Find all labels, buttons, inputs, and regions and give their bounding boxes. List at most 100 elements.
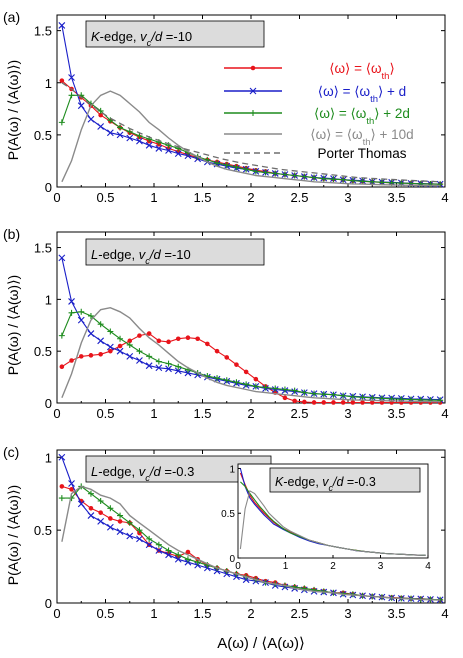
inset-x-tick-label: 1 xyxy=(283,561,289,572)
y-axis-label-a: P(A(ω) / ⟨A(ω)⟩) xyxy=(5,60,21,160)
inset-x-tick-label: 3 xyxy=(378,561,384,572)
legend-label-sub: th xyxy=(363,137,371,148)
annotation-text-part: K xyxy=(91,29,101,44)
data-point xyxy=(107,328,114,335)
data-point xyxy=(98,351,103,357)
data-point xyxy=(243,166,250,173)
data-point xyxy=(165,551,172,559)
data-point xyxy=(87,330,95,337)
y-tick-label: 0.5 xyxy=(34,128,52,143)
series-line xyxy=(61,90,441,187)
legend-label-sub: th xyxy=(370,94,378,105)
annotation-text: L-edge, vc/d =-10 xyxy=(91,247,191,266)
data-point xyxy=(175,363,182,370)
annotation-text-part: v xyxy=(140,29,148,44)
x-tick-label: 1 xyxy=(150,606,157,621)
data-point xyxy=(184,556,191,563)
legend-label: ⟨ω⟩ = ⟨ωth⟩ + 10d xyxy=(310,127,413,148)
data-point xyxy=(320,391,327,398)
data-point xyxy=(136,357,143,364)
x-tick-label: 1 xyxy=(150,190,157,205)
x-tick-label: 3.5 xyxy=(387,190,405,205)
y-tick-label: 0.5 xyxy=(34,344,52,359)
x-tick-label: 3 xyxy=(344,406,351,421)
data-point xyxy=(185,335,191,341)
data-point xyxy=(107,505,114,512)
data-point xyxy=(116,528,124,535)
legend-label-part: ⟩ + d xyxy=(378,84,406,99)
data-point xyxy=(175,336,181,342)
panel-label: (a) xyxy=(3,9,20,25)
data-point xyxy=(97,321,104,328)
data-point xyxy=(330,391,337,398)
data-point xyxy=(77,102,85,110)
data-point xyxy=(126,519,133,526)
data-point xyxy=(340,176,347,183)
x-tick-label: 2 xyxy=(247,606,254,621)
data-point xyxy=(136,132,143,139)
data-point xyxy=(116,131,124,139)
data-point xyxy=(281,386,288,393)
annotation-text-part: c xyxy=(145,473,150,483)
data-point xyxy=(117,512,124,519)
series-gray xyxy=(61,485,441,601)
inset-y-tick-label: 0.5 xyxy=(221,509,235,520)
data-point xyxy=(214,375,221,382)
panel-label: (c) xyxy=(3,444,19,460)
annotation-text-part: v xyxy=(322,475,329,489)
annotation-text-part: /d xyxy=(332,475,344,489)
data-point xyxy=(331,400,336,405)
y-axis-labels: P(A(ω) / ⟨A(ω)⟩) P(A(ω) / ⟨A(ω)⟩) P(A(ω)… xyxy=(5,60,21,585)
data-point xyxy=(155,358,162,365)
data-point xyxy=(281,171,288,178)
data-point xyxy=(282,395,288,401)
data-point xyxy=(350,400,356,405)
series-line xyxy=(61,311,441,401)
data-point xyxy=(224,355,230,360)
annotation-text-part: -edge, xyxy=(100,29,140,44)
y-tick-label: 1 xyxy=(45,450,52,465)
data-point xyxy=(87,312,94,319)
legend-label-part: ⟩ + 2d xyxy=(374,106,410,121)
y-tick-label: 0 xyxy=(45,180,52,195)
data-point xyxy=(320,175,327,182)
annotation-box xyxy=(85,238,265,266)
data-point xyxy=(174,367,182,375)
inset-series-line xyxy=(239,490,426,556)
data-point xyxy=(126,532,134,540)
annotation-text-part: =-0.3 xyxy=(343,475,375,489)
legend-item: ⟨ω⟩ = ⟨ωth⟩ xyxy=(224,61,395,82)
data-point xyxy=(58,332,65,339)
data-point xyxy=(58,22,66,29)
annotation-text-part: v xyxy=(139,247,147,262)
data-point xyxy=(98,112,103,118)
y-tick-label: 0 xyxy=(45,396,52,411)
data-point xyxy=(165,147,172,154)
data-point xyxy=(291,172,298,179)
x-tick-label: 1.5 xyxy=(193,606,211,621)
data-point xyxy=(214,160,221,167)
data-point xyxy=(174,150,182,158)
data-point xyxy=(165,365,172,373)
data-point xyxy=(359,394,366,401)
data-point xyxy=(262,384,269,391)
inset-x-tick-label: 0 xyxy=(235,561,241,572)
y-axis-label-c: P(A(ω) / ⟨A(ω)⟩) xyxy=(5,485,21,585)
x-tick-label: 2 xyxy=(247,190,254,205)
data-point xyxy=(146,535,153,542)
annotation-text-part: c xyxy=(147,38,152,48)
x-axis-label: A(ω) / ⟨A(ω)⟩ xyxy=(217,635,305,652)
data-point xyxy=(126,128,133,135)
annotation-text-part: -edge, xyxy=(283,475,322,489)
data-point xyxy=(87,115,95,123)
data-point xyxy=(106,129,114,137)
x-tick-label: 4 xyxy=(441,190,448,205)
panel-label: (b) xyxy=(3,226,20,242)
data-point xyxy=(311,400,317,405)
data-point xyxy=(136,348,143,355)
data-point xyxy=(106,523,114,531)
series-line xyxy=(61,485,441,601)
data-point xyxy=(136,137,143,145)
data-point xyxy=(97,337,105,345)
legend-item: Porter Thomas xyxy=(224,146,407,161)
